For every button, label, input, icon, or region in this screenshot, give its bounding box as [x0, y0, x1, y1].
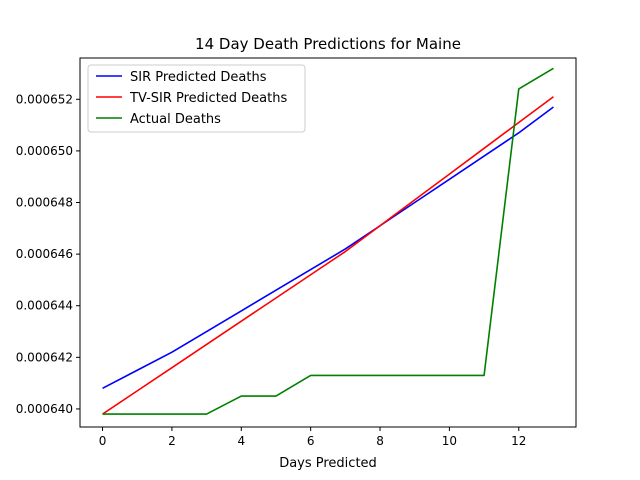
- legend-entry: Actual Deaths: [130, 112, 221, 127]
- x-tick-label: 8: [376, 434, 384, 448]
- series-line-3: [102, 67, 554, 415]
- legend-entry: TV-SIR Predicted Deaths: [129, 91, 287, 106]
- x-tick-label: 4: [237, 434, 245, 448]
- y-tick-label: 0.000642: [16, 350, 73, 364]
- x-axis-ticks: 0 2 4 6 8 10 12: [99, 427, 526, 448]
- x-tick-label: 2: [168, 434, 176, 448]
- y-axis-ticks: 0.000640 0.000642 0.000644 0.000646 0.000648…: [16, 92, 80, 416]
- y-tick-label: 0.000644: [16, 299, 73, 313]
- legend-entry: SIR Predicted Deaths: [130, 70, 267, 85]
- x-tick-label: 12: [511, 434, 526, 448]
- y-tick-label: 0.000650: [16, 144, 73, 158]
- series-lines: [102, 67, 554, 415]
- y-tick-label: 0.000640: [16, 402, 73, 416]
- x-tick-label: 0: [99, 434, 107, 448]
- x-tick-label: 6: [307, 434, 315, 448]
- series-line-2: [102, 96, 554, 415]
- legend: SIR Predicted Deaths TV-SIR Predicted Dea…: [87, 64, 306, 133]
- x-tick-label: 10: [442, 434, 457, 448]
- y-tick-label: 0.000652: [16, 92, 73, 106]
- y-tick-label: 0.000648: [16, 196, 73, 210]
- x-axis-label: Days Predicted: [279, 456, 377, 471]
- legend-box: [87, 64, 306, 133]
- y-tick-label: 0.000646: [16, 247, 73, 261]
- plot-frame: [79, 57, 577, 428]
- chart-title: 14 Day Death Predictions for Maine: [195, 35, 461, 53]
- series-line-1: [102, 106, 554, 389]
